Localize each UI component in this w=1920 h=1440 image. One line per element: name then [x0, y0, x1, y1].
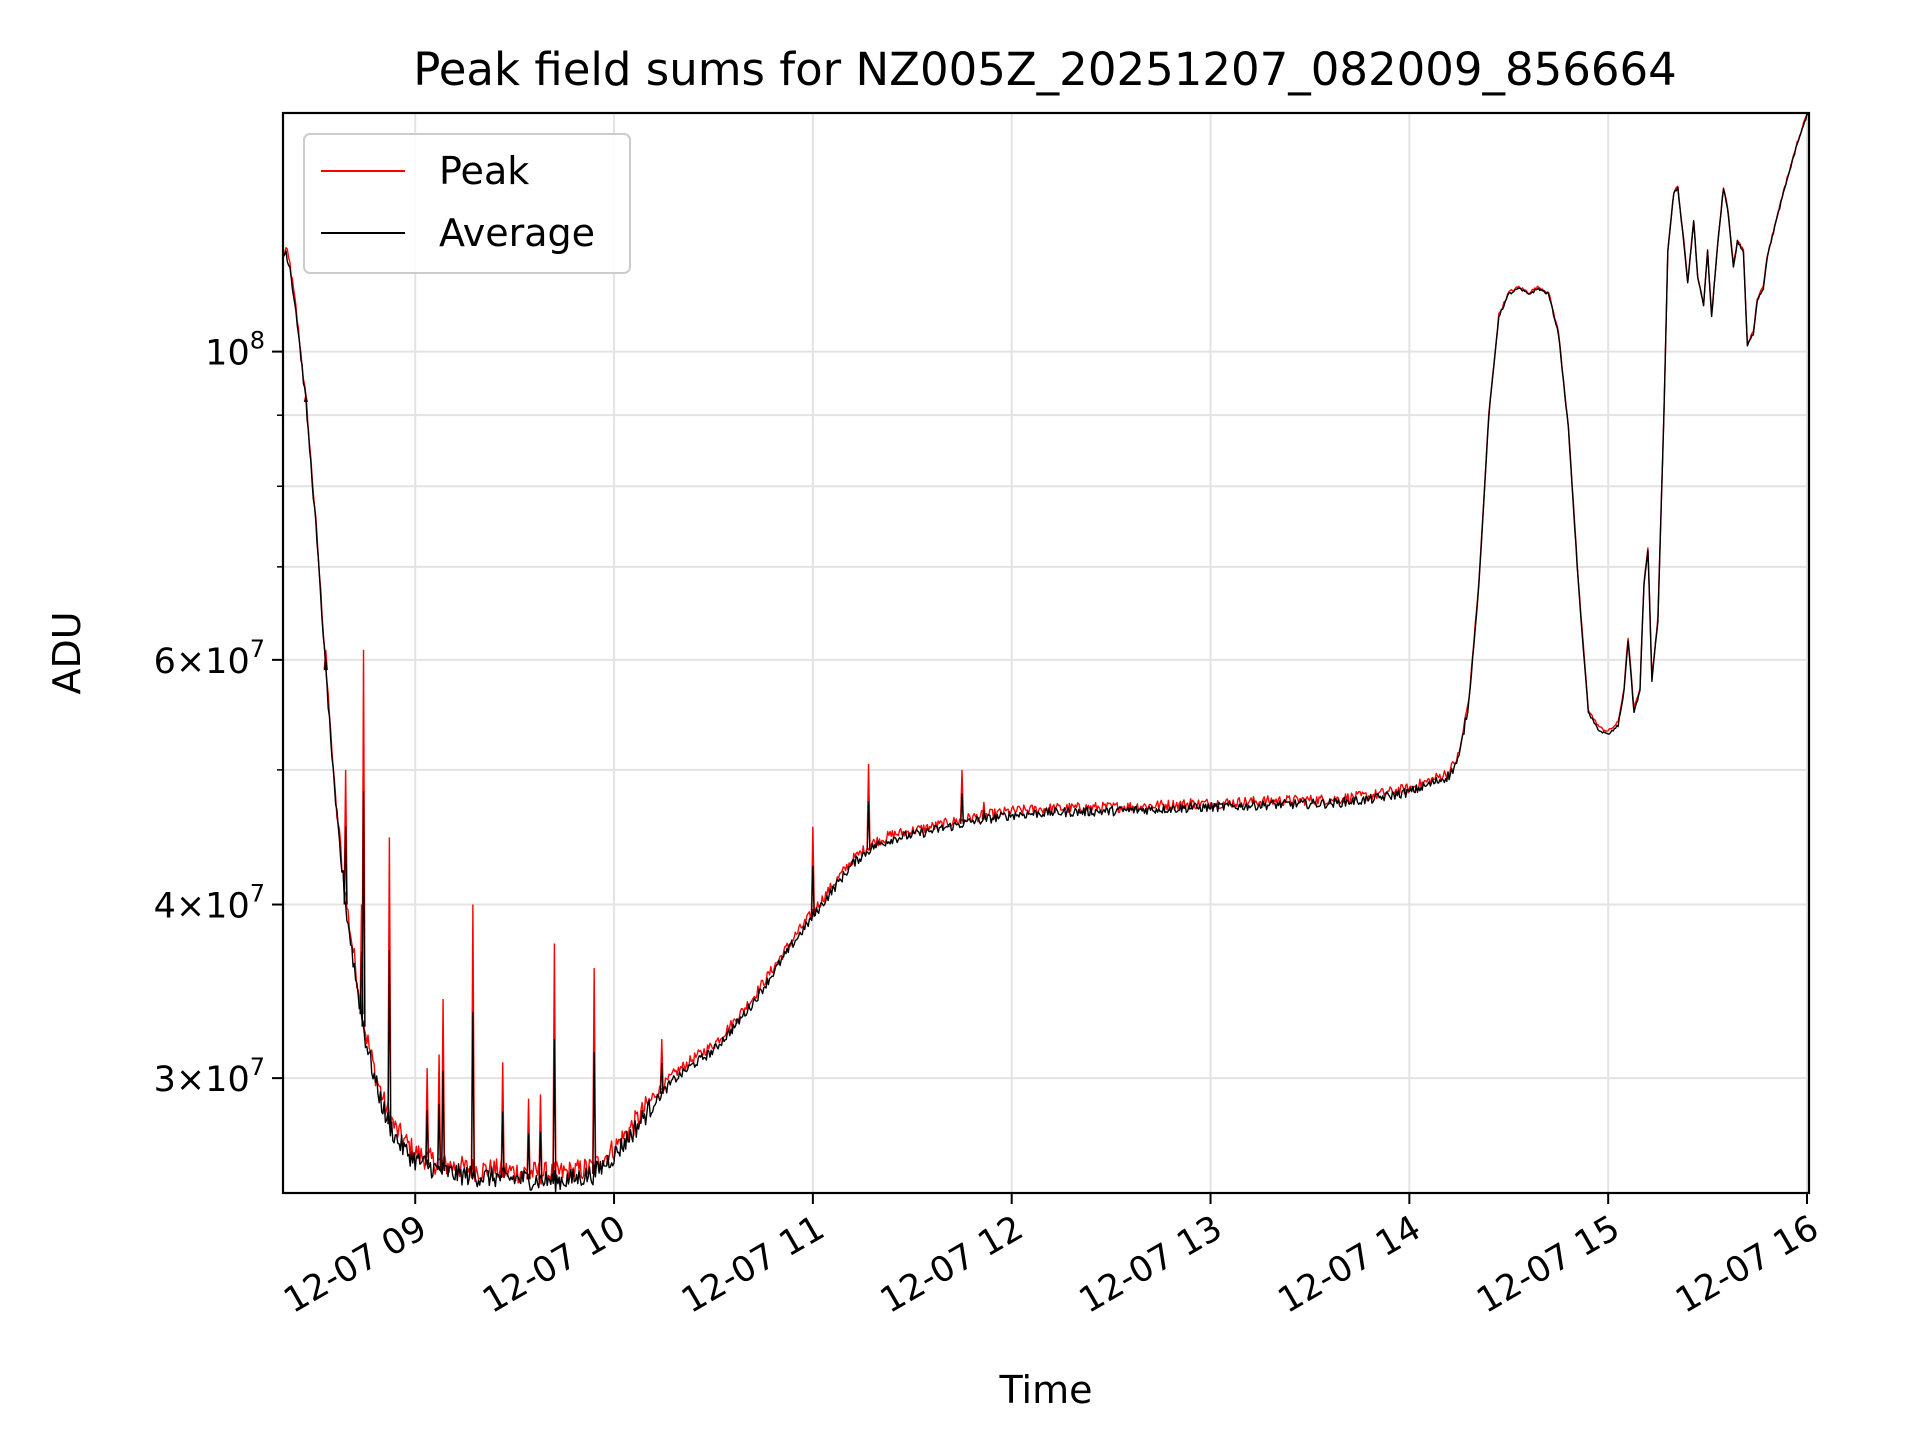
average-spike: [811, 865, 815, 917]
average-spike: [552, 1038, 557, 1181]
average-spike: [526, 1133, 531, 1180]
y-axis-label: ADU: [45, 611, 89, 694]
legend-label-peak: Peak: [439, 149, 529, 193]
average-spike: [960, 793, 964, 824]
x-axis-label: Time: [999, 1368, 1093, 1412]
legend-label-average: Average: [439, 211, 595, 255]
average-spike: [441, 1070, 445, 1172]
y-tick-label: 6×107: [154, 635, 265, 682]
series-layer: [282, 113, 1810, 1193]
average-series-line: [282, 113, 1810, 1193]
chart-title: Peak field sums for NZ005Z_20251207_0820…: [413, 43, 1677, 96]
y-tick-label: 108: [205, 327, 265, 374]
average-spike: [343, 826, 348, 905]
average-spike: [659, 1063, 664, 1094]
average-spike: [592, 1052, 596, 1174]
average-spike: [538, 1131, 543, 1181]
average-spike: [471, 1011, 475, 1176]
average-spike: [425, 1109, 429, 1166]
legend-box: [303, 133, 631, 274]
grid-layer: [283, 113, 1809, 1193]
average-spike: [387, 950, 392, 1125]
average-spike: [437, 1103, 441, 1171]
y-tick-label: 4×107: [154, 880, 265, 927]
average-spike: [500, 1111, 505, 1178]
legend: Peak Average: [303, 133, 631, 274]
average-spike: [866, 801, 871, 851]
y-tick-label: 3×107: [154, 1053, 265, 1100]
average-spike: [361, 791, 366, 1027]
plot-frame: [281, 111, 1811, 1195]
average-spike: [1188, 802, 1193, 808]
